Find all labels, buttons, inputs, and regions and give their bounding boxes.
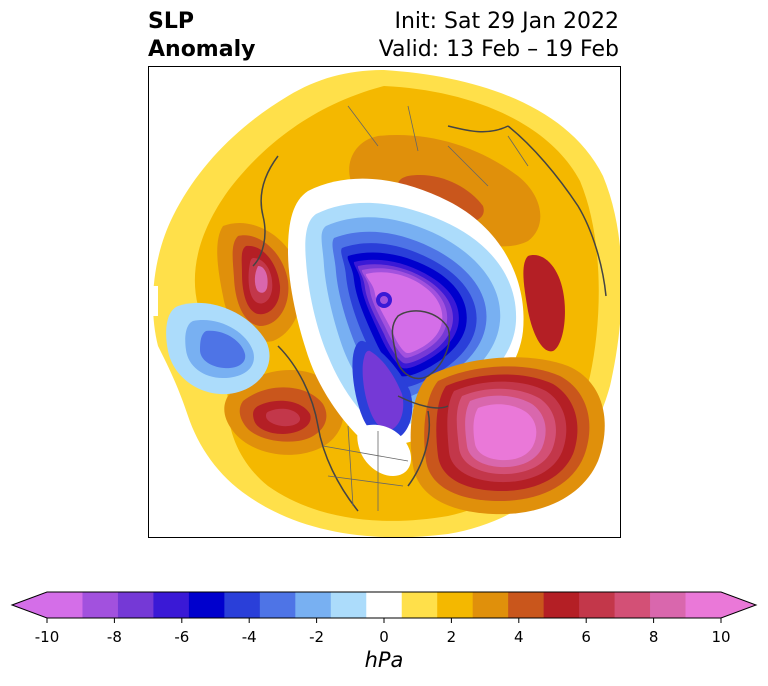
colorbar-swatch xyxy=(401,592,438,618)
colorbar-tick-label: 10 xyxy=(711,628,731,646)
alaska-coast xyxy=(252,155,279,267)
eurasia-coast xyxy=(447,125,607,297)
title-line-1: SLP xyxy=(148,9,194,34)
colorbar-tick-label: -6 xyxy=(174,628,190,646)
colorbar-swatch xyxy=(117,592,154,618)
colorbar-swatch xyxy=(472,592,509,618)
colorbar-swatch xyxy=(685,592,722,618)
colorbar-tick-label: -2 xyxy=(309,628,325,646)
colorbar-tick-label: -8 xyxy=(106,628,122,646)
north-america-coast xyxy=(277,345,449,512)
us-borders xyxy=(322,425,409,511)
colorbar-swatch xyxy=(543,592,580,618)
forecast-info: Init: Sat 29 Jan 2022 Valid: 13 Feb – 19… xyxy=(379,8,619,64)
colorbar-tick-label: 4 xyxy=(514,628,524,646)
colorbar-tick-label: 8 xyxy=(648,628,659,646)
asia-borders xyxy=(347,105,529,187)
colorbar-swatch xyxy=(508,592,545,618)
colorbar-tick-label: -10 xyxy=(34,628,60,646)
colorbar-swatch xyxy=(47,592,83,618)
colorbar-tick-label: -4 xyxy=(241,628,257,646)
colorbar-swatch xyxy=(437,592,474,618)
colorbar-swatch xyxy=(295,592,332,618)
valid-range: Valid: 13 Feb – 19 Feb xyxy=(378,37,619,62)
colorbar-swatch xyxy=(82,592,119,618)
colorbar-swatch xyxy=(153,592,190,618)
colorbar-swatch xyxy=(650,592,687,618)
colorbar-tick-label: 6 xyxy=(581,628,591,646)
title-line-2: Anomaly xyxy=(148,37,256,62)
chart-title: SLP Anomaly xyxy=(148,8,255,64)
colorbar-swatch xyxy=(614,592,651,618)
colorbar-swatch xyxy=(330,592,367,618)
colorbar-swatch xyxy=(366,592,403,618)
colorbar-swatch xyxy=(259,592,296,618)
colorbar-swatch xyxy=(579,592,616,618)
colorbar-swatch xyxy=(224,592,261,618)
colorbar-extend-high xyxy=(721,592,756,618)
colorbar-unit: hPa xyxy=(364,648,404,672)
colorbar-tick-label: 2 xyxy=(446,628,457,646)
slp-anomaly-map xyxy=(148,66,621,538)
greenland-coast xyxy=(391,310,450,380)
colorbar-extend-low xyxy=(12,592,47,618)
colorbar-tick-label: 0 xyxy=(379,628,389,646)
colorbar-swatch xyxy=(188,592,225,618)
colorbar xyxy=(10,591,758,623)
init-date: Init: Sat 29 Jan 2022 xyxy=(394,9,619,34)
